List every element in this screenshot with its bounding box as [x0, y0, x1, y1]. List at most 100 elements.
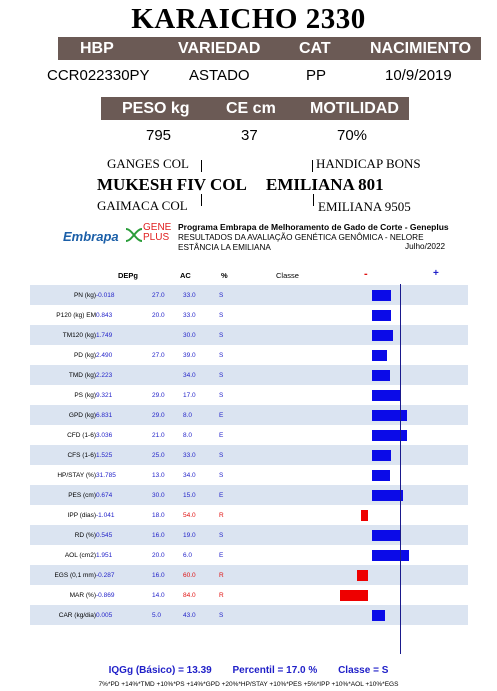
row-pct: 8.0 — [183, 425, 219, 445]
row-ac: 30.0 — [152, 485, 183, 505]
row-bar-cell — [279, 325, 468, 345]
row-classe: S — [219, 445, 279, 465]
row-pct: 30.0 — [183, 325, 219, 345]
geneplus-logo: GENE PLUS — [143, 223, 171, 243]
col-header-ac: AC — [180, 271, 191, 280]
row-pct: 34.0 — [183, 465, 219, 485]
row-ac: 27.0 — [152, 345, 183, 365]
row-pct: 39.0 — [183, 345, 219, 365]
table-row: PD (kg) 2.490 27.0 39.0 S — [30, 345, 468, 365]
row-dep: 1.749 — [96, 325, 152, 345]
row-classe: E — [219, 425, 279, 445]
row-trait: CFS (1-6) — [30, 445, 96, 465]
row-classe: R — [219, 505, 279, 525]
table-row: CFS (1-6) 1.525 25.0 33.0 S — [30, 445, 468, 465]
positive-dep-bar — [372, 610, 385, 621]
row-dep: 1.525 — [96, 445, 152, 465]
row-bar-cell — [279, 525, 468, 545]
pedigree-connector — [313, 194, 314, 206]
positive-dep-bar — [372, 350, 388, 361]
row-bar-cell — [279, 305, 468, 325]
pedigree-connector — [201, 160, 202, 172]
row-pct: 15.0 — [183, 485, 219, 505]
row-bar-cell — [279, 545, 468, 565]
row-classe: R — [219, 565, 279, 585]
row-classe: S — [219, 305, 279, 325]
positive-dep-bar — [372, 370, 391, 381]
row-bar-cell — [279, 285, 468, 305]
row-bar-cell — [279, 605, 468, 625]
positive-dep-bar — [372, 530, 401, 541]
row-bar-cell — [279, 505, 468, 525]
row-ac: 20.0 — [152, 305, 183, 325]
positive-dep-bar — [372, 390, 402, 401]
pedigree-connector — [201, 194, 202, 206]
row-classe: S — [219, 345, 279, 365]
positive-dep-bar — [372, 310, 392, 321]
row-dep: -0.018 — [96, 285, 152, 305]
table-row: AOL (cm2) 1.951 20.0 6.0 E — [30, 545, 468, 565]
table-row: CAR (kg/dia) 0.005 5.0 43.0 S — [30, 605, 468, 625]
positive-dep-bar — [372, 450, 392, 461]
row-trait: CFD (1-6) — [30, 425, 96, 445]
program-title: Programa Embrapa de Melhoramento de Gado… — [178, 222, 449, 232]
table-row: PS (kg) 9.321 29.0 17.0 S — [30, 385, 468, 405]
table-row: GPD (kg) 6.831 29.0 8.0 E — [30, 405, 468, 425]
row-bar-cell — [279, 465, 468, 485]
row-ac: 16.0 — [152, 565, 183, 585]
index-formula: 7%*PD +14%*TMD +10%*PS +14%*GPD +20%*HP/… — [98, 681, 399, 688]
table-row: TMD (kg) 2.223 34.0 S — [30, 365, 468, 385]
row-classe: S — [219, 365, 279, 385]
col-header-classe: Classe — [276, 271, 299, 280]
summary-iqgg: IQGg (Básico) = 13.39 — [108, 665, 212, 676]
row-dep: 2.223 — [96, 365, 152, 385]
negative-dep-bar — [340, 590, 368, 601]
table-row: EGS (0,1 mm) -0.287 16.0 60.0 R — [30, 565, 468, 585]
col-header-pct: % — [221, 271, 228, 280]
row-trait: MAR (%) — [30, 585, 96, 605]
value-hbp: CCR022330PY — [47, 67, 150, 84]
row-ac: 29.0 — [152, 385, 183, 405]
header-variedad: VARIEDAD — [178, 40, 261, 57]
program-ranch: ESTÂNCIA LA EMILIANA — [178, 243, 271, 252]
pedigree-sire-dam: GAIMACA COL — [97, 198, 188, 213]
row-ac: 14.0 — [152, 585, 183, 605]
measures-values: 795 37 70% — [101, 125, 409, 147]
row-dep: 1.951 — [96, 545, 152, 565]
row-dep: 6.831 — [96, 405, 152, 425]
row-classe: S — [219, 385, 279, 405]
dep-table: PN (kg) -0.018 27.0 33.0 S P120 (kg) EM 0.843 2… — [30, 285, 468, 625]
row-classe: R — [219, 585, 279, 605]
row-pct: 54.0 — [183, 505, 219, 525]
row-trait: GPD (kg) — [30, 405, 96, 425]
pedigree-sire-sire: GANGES COL — [107, 156, 189, 171]
row-pct: 6.0 — [183, 545, 219, 565]
table-row: HP/STAY (%) 31.785 13.0 34.0 S — [30, 465, 468, 485]
measures-header: PESO kg CE cm MOTILIDAD — [101, 97, 409, 120]
positive-dep-bar — [372, 470, 391, 481]
positive-dep-bar — [372, 430, 408, 441]
embrapa-logo: Embrapa — [63, 229, 119, 244]
summary-percentil: Percentil = 17.0 % — [232, 665, 318, 676]
value-cat: PP — [306, 67, 327, 84]
animal-info-values: CCR022330PY ASTADO PP 10/9/2019 — [47, 65, 481, 87]
geneplus-logo-plus: PLUS — [143, 232, 170, 243]
pedigree-dam-dam: EMILIANA 9505 — [318, 199, 411, 214]
table-row: CFD (1-6) 3.036 21.0 8.0 E — [30, 425, 468, 445]
positive-dep-bar — [372, 410, 408, 421]
row-pct: 33.0 — [183, 445, 219, 465]
row-dep: 31.785 — [96, 465, 152, 485]
summary-classe: Classe = S — [338, 665, 389, 676]
summary-line: IQGg (Básico) = 13.39 Percentil = 17.0 %… — [0, 665, 497, 676]
row-classe: E — [219, 405, 279, 425]
row-ac: 5.0 — [152, 605, 183, 625]
header-peso: PESO kg — [122, 100, 190, 117]
row-bar-cell — [279, 485, 468, 505]
row-pct: 34.0 — [183, 365, 219, 385]
row-trait: TMD (kg) — [30, 365, 96, 385]
row-classe: S — [219, 285, 279, 305]
row-bar-cell — [279, 405, 468, 425]
row-ac: 25.0 — [152, 445, 183, 465]
pedigree-connector — [312, 160, 313, 172]
row-trait: P120 (kg) EM — [30, 305, 96, 325]
